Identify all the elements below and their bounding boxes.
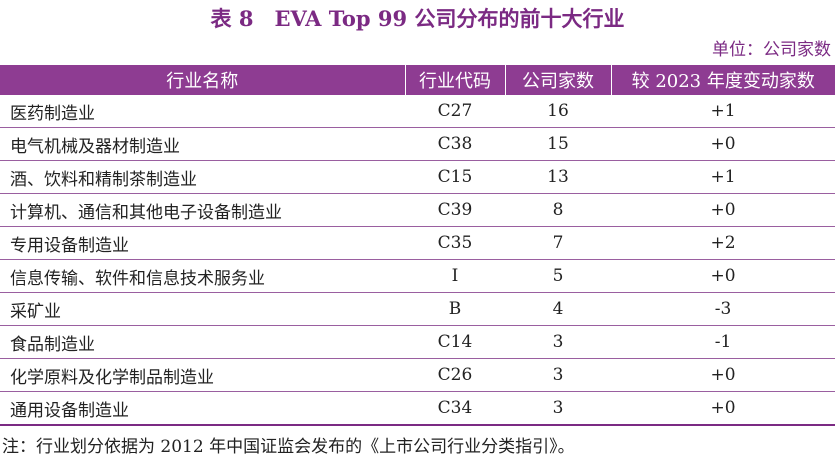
table-footnote: 注：行业划分依据为 2012 年中国证监会发布的《上市公司行业分类指引》。 <box>2 437 575 457</box>
industry-name: 采矿业 <box>0 292 405 326</box>
company-count: 15 <box>505 127 611 161</box>
industry-code: C39 <box>405 193 505 227</box>
table-header-row: 行业名称 行业代码 公司家数 较 2023 年度变动家数 <box>0 65 835 95</box>
change-count: +0 <box>611 259 835 293</box>
change-count: +1 <box>611 95 835 128</box>
table-row: 化学原料及化学制品制造业 C26 3 +0 <box>0 358 835 392</box>
table-row: 酒、饮料和精制茶制造业 C15 13 +1 <box>0 160 835 194</box>
industry-code: C35 <box>405 226 505 260</box>
industry-code: C27 <box>405 95 505 128</box>
company-count: 3 <box>505 325 611 359</box>
change-count: +0 <box>611 127 835 161</box>
table-title: 表 8 EVA Top 99 公司分布的前十大行业 <box>210 6 625 31</box>
industry-table: 行业名称 行业代码 公司家数 较 2023 年度变动家数 医药制造业 C27 1… <box>0 65 835 426</box>
industry-name: 酒、饮料和精制茶制造业 <box>0 160 405 194</box>
company-count: 5 <box>505 259 611 293</box>
industry-code: B <box>405 292 505 326</box>
change-count: -3 <box>611 292 835 326</box>
industry-code: I <box>405 259 505 293</box>
industry-name: 化学原料及化学制品制造业 <box>0 358 405 392</box>
table-row: 食品制造业 C14 3 -1 <box>0 325 835 359</box>
industry-code: C38 <box>405 127 505 161</box>
change-count: +0 <box>611 193 835 227</box>
company-count: 8 <box>505 193 611 227</box>
header-change-count: 较 2023 年度变动家数 <box>610 65 835 95</box>
change-count: +0 <box>611 391 835 426</box>
company-count: 3 <box>505 358 611 392</box>
table-row: 采矿业 B 4 -3 <box>0 292 835 326</box>
header-company-count: 公司家数 <box>504 65 611 95</box>
industry-code: C26 <box>405 358 505 392</box>
industry-name: 电气机械及器材制造业 <box>0 127 405 161</box>
company-count: 16 <box>505 95 611 128</box>
industry-name: 信息传输、软件和信息技术服务业 <box>0 259 405 293</box>
industry-code: C34 <box>405 391 505 426</box>
header-industry-code: 行业代码 <box>404 65 505 95</box>
industry-name: 计算机、通信和其他电子设备制造业 <box>0 193 405 227</box>
unit-label: 单位：公司家数 <box>712 40 831 60</box>
table-row: 医药制造业 C27 16 +1 <box>0 95 835 128</box>
change-count: +0 <box>611 358 835 392</box>
table-row: 通用设备制造业 C34 3 +0 <box>0 391 835 426</box>
company-count: 4 <box>505 292 611 326</box>
change-count: -1 <box>611 325 835 359</box>
change-count: +1 <box>611 160 835 194</box>
table-row: 信息传输、软件和信息技术服务业 I 5 +0 <box>0 259 835 293</box>
industry-name: 医药制造业 <box>0 95 405 128</box>
industry-name: 专用设备制造业 <box>0 226 405 260</box>
table-row: 专用设备制造业 C35 7 +2 <box>0 226 835 260</box>
industry-name: 通用设备制造业 <box>0 391 405 426</box>
company-count: 3 <box>505 391 611 426</box>
industry-code: C14 <box>405 325 505 359</box>
industry-code: C15 <box>405 160 505 194</box>
table-row: 电气机械及器材制造业 C38 15 +0 <box>0 127 835 161</box>
header-industry-name: 行业名称 <box>0 65 405 95</box>
company-count: 13 <box>505 160 611 194</box>
table-row: 计算机、通信和其他电子设备制造业 C39 8 +0 <box>0 193 835 227</box>
change-count: +2 <box>611 226 835 260</box>
company-count: 7 <box>505 226 611 260</box>
industry-name: 食品制造业 <box>0 325 405 359</box>
